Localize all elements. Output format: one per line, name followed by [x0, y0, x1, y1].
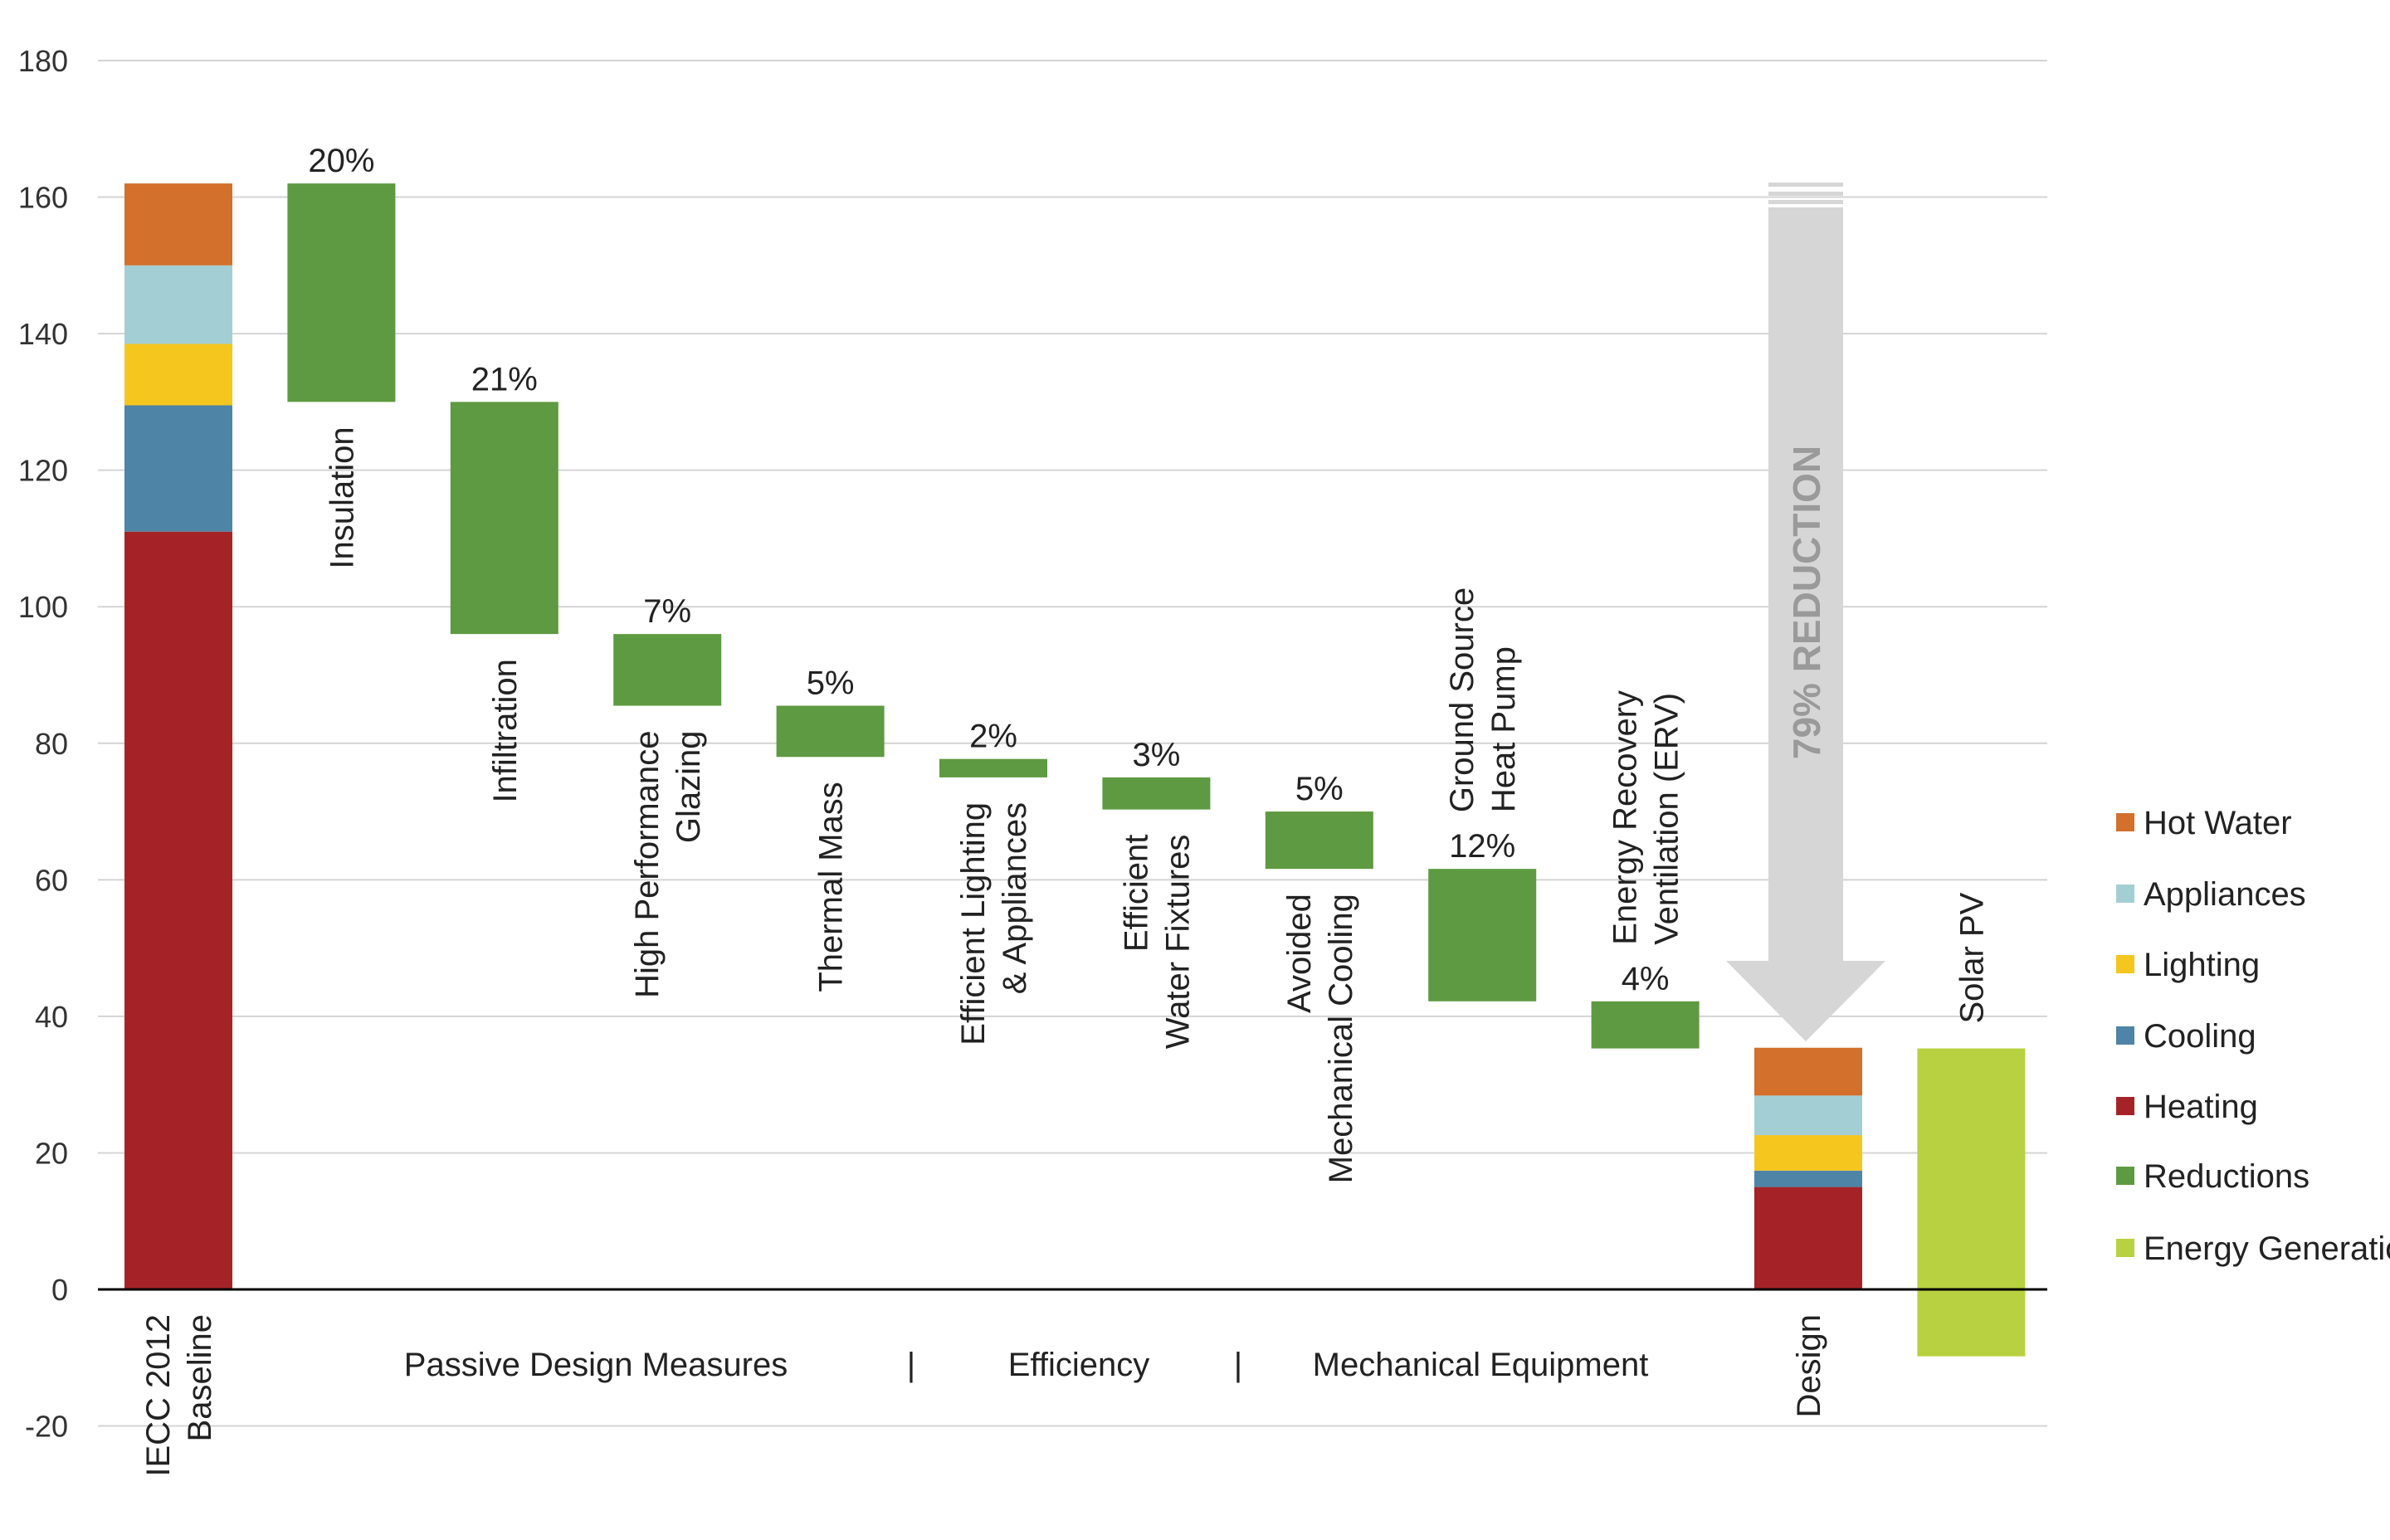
category-label: Efficient Lighting	[955, 802, 992, 1045]
category-label: Thermal Mass	[813, 782, 850, 992]
y-tick-label: 100	[18, 590, 68, 624]
legend-label: Lighting	[2144, 947, 2260, 983]
reduction-bar	[1265, 811, 1373, 870]
percent-label: 5%	[807, 665, 855, 702]
category-label: Glazing	[671, 731, 707, 844]
legend-swatch	[2116, 1097, 2134, 1115]
bars: IECC 2012 Baseline 20% Insulation 21% Infiltr…	[124, 143, 2026, 1477]
y-tick-label: 40	[35, 1000, 68, 1034]
y-tick-label: 20	[35, 1136, 68, 1170]
reduction-arrow-stripe	[1768, 200, 1843, 204]
category-label: Water Fixtures	[1159, 835, 1196, 1050]
reduction-bar	[613, 634, 722, 706]
legend-item: Hot Water	[2116, 805, 2292, 841]
reduction-arrow-stripe	[1768, 183, 1843, 187]
bar-segment-cooling	[124, 405, 232, 532]
y-tick-label: 160	[18, 181, 68, 215]
bar-segment-cooling	[1754, 1170, 1862, 1187]
legend-item: Heating	[2116, 1089, 2258, 1125]
group-label: Mechanical Equipment	[1313, 1347, 1649, 1383]
reduction-arrow-stripe	[1768, 192, 1843, 196]
y-tick-label: 80	[35, 727, 68, 761]
legend-swatch	[2116, 955, 2134, 973]
category-label: Ground Source	[1444, 587, 1480, 812]
legend-swatch	[2116, 1026, 2134, 1045]
category-label: Infiltration	[487, 659, 524, 802]
legend-item: Appliances	[2116, 876, 2306, 913]
legend-swatch	[2116, 1239, 2134, 1257]
bar-segment-heating	[1754, 1187, 1862, 1289]
percent-label: 7%	[643, 593, 691, 630]
reduction-annotation: 79% REDUCTION	[1785, 446, 1828, 759]
category-label: Mechanical Cooling	[1323, 894, 1359, 1183]
reduction-arrow: 79% REDUCTION	[1726, 183, 1885, 1041]
category-label: Baseline	[182, 1314, 218, 1441]
bar-segment-lighting	[124, 344, 232, 406]
category-label: Avoided	[1281, 894, 1318, 1013]
bar-segment-hot-water	[124, 183, 232, 266]
bar-segment-heating	[124, 531, 232, 1289]
category-label: Insulation	[324, 426, 360, 568]
legend: Hot Water Appliances Lighting Cooling Heatin…	[2116, 805, 2390, 1267]
group-separator: |	[1234, 1347, 1242, 1383]
bar-segment-lighting	[1754, 1135, 1862, 1171]
group-separator: |	[907, 1347, 915, 1383]
y-tick-labels: -20 0 20 40 60 80 100 120 140 160 180	[18, 44, 68, 1444]
y-tick-label: 120	[18, 454, 68, 488]
reduction-bar	[1428, 869, 1537, 1001]
reduction-bar	[1591, 1001, 1700, 1049]
legend-swatch	[2116, 1167, 2134, 1185]
reduction-arrow-shape	[1726, 207, 1885, 1041]
category-groups: Passive Design Measures | Efficiency | Mecha…	[404, 1347, 1649, 1383]
category-label: High Performance	[629, 731, 666, 998]
legend-item: Reductions	[2116, 1158, 2310, 1195]
legend-swatch	[2116, 885, 2134, 903]
legend-item: Lighting	[2116, 947, 2260, 983]
category-label: Energy Recovery	[1607, 690, 1644, 945]
y-tick-label: 140	[18, 317, 68, 351]
group-label: Efficiency	[1008, 1347, 1149, 1383]
category-label: Heat Pump	[1485, 646, 1522, 812]
legend-item: Energy Generation	[2116, 1231, 2390, 1267]
legend-label: Hot Water	[2144, 805, 2292, 841]
y-tick-label: 180	[18, 44, 68, 78]
category-label: Efficient	[1118, 835, 1154, 953]
legend-label: Cooling	[2144, 1018, 2256, 1055]
reduction-bar	[450, 402, 558, 635]
percent-label: 3%	[1132, 737, 1180, 773]
y-tick-label: -20	[25, 1410, 68, 1444]
y-tick-label: 60	[35, 863, 68, 897]
percent-label: 4%	[1622, 961, 1670, 997]
bar-segment-appliances	[124, 265, 232, 344]
legend-label: Energy Generation	[2144, 1231, 2390, 1267]
legend-swatch	[2116, 813, 2134, 831]
legend-label: Appliances	[2144, 876, 2306, 913]
y-tick-label: 0	[51, 1273, 68, 1307]
gridlines	[98, 60, 2047, 1427]
reduction-bar	[939, 758, 1047, 777]
generation-bar	[1917, 1048, 2026, 1357]
group-label: Passive Design Measures	[404, 1347, 788, 1383]
legend-item: Cooling	[2116, 1018, 2256, 1055]
percent-label: 20%	[308, 143, 374, 179]
reduction-bar	[1102, 777, 1211, 810]
percent-label: 21%	[471, 361, 538, 397]
percent-label: 2%	[969, 719, 1017, 755]
category-label: Design	[1791, 1314, 1827, 1418]
legend-label: Heating	[2144, 1089, 2258, 1125]
bar-segment-hot-water	[1754, 1047, 1862, 1096]
percent-label: 5%	[1295, 771, 1344, 807]
legend-label: Reductions	[2144, 1158, 2310, 1195]
percent-label: 12%	[1449, 828, 1515, 865]
bar-segment-appliances	[1754, 1095, 1862, 1136]
reduction-bar	[776, 705, 885, 758]
category-label: & Appliances	[997, 802, 1033, 994]
category-label: Ventilation (ERV)	[1649, 693, 1685, 945]
reduction-bar	[287, 183, 396, 402]
category-label: IECC 2012	[140, 1314, 177, 1477]
category-label: Solar PV	[1953, 892, 1990, 1023]
